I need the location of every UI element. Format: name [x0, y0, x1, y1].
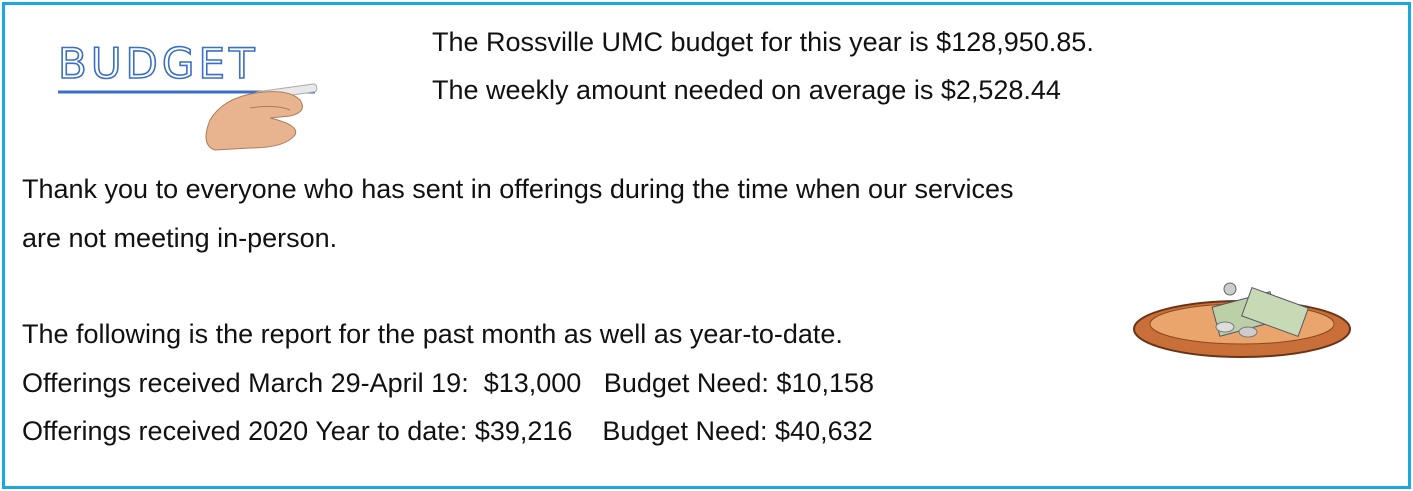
intro-line: The Rossville UMC budget for this year i…: [432, 27, 1094, 57]
intro-line: The weekly amount needed on average is $…: [432, 75, 1061, 105]
budget-word: BUDGET: [58, 39, 259, 88]
thanks-line: are not meeting in-person.: [22, 223, 338, 253]
report-line: Offerings received March 29-April 19: $1…: [22, 368, 875, 398]
offering-plate: [1133, 282, 1351, 358]
report-line: Offerings received 2020 Year to date: $3…: [22, 416, 873, 446]
thanks-line: Thank you to everyone who has sent in of…: [22, 174, 1014, 204]
budget-image: BUDGET: [57, 38, 318, 151]
report-line: The following is the report for the past…: [22, 319, 843, 349]
